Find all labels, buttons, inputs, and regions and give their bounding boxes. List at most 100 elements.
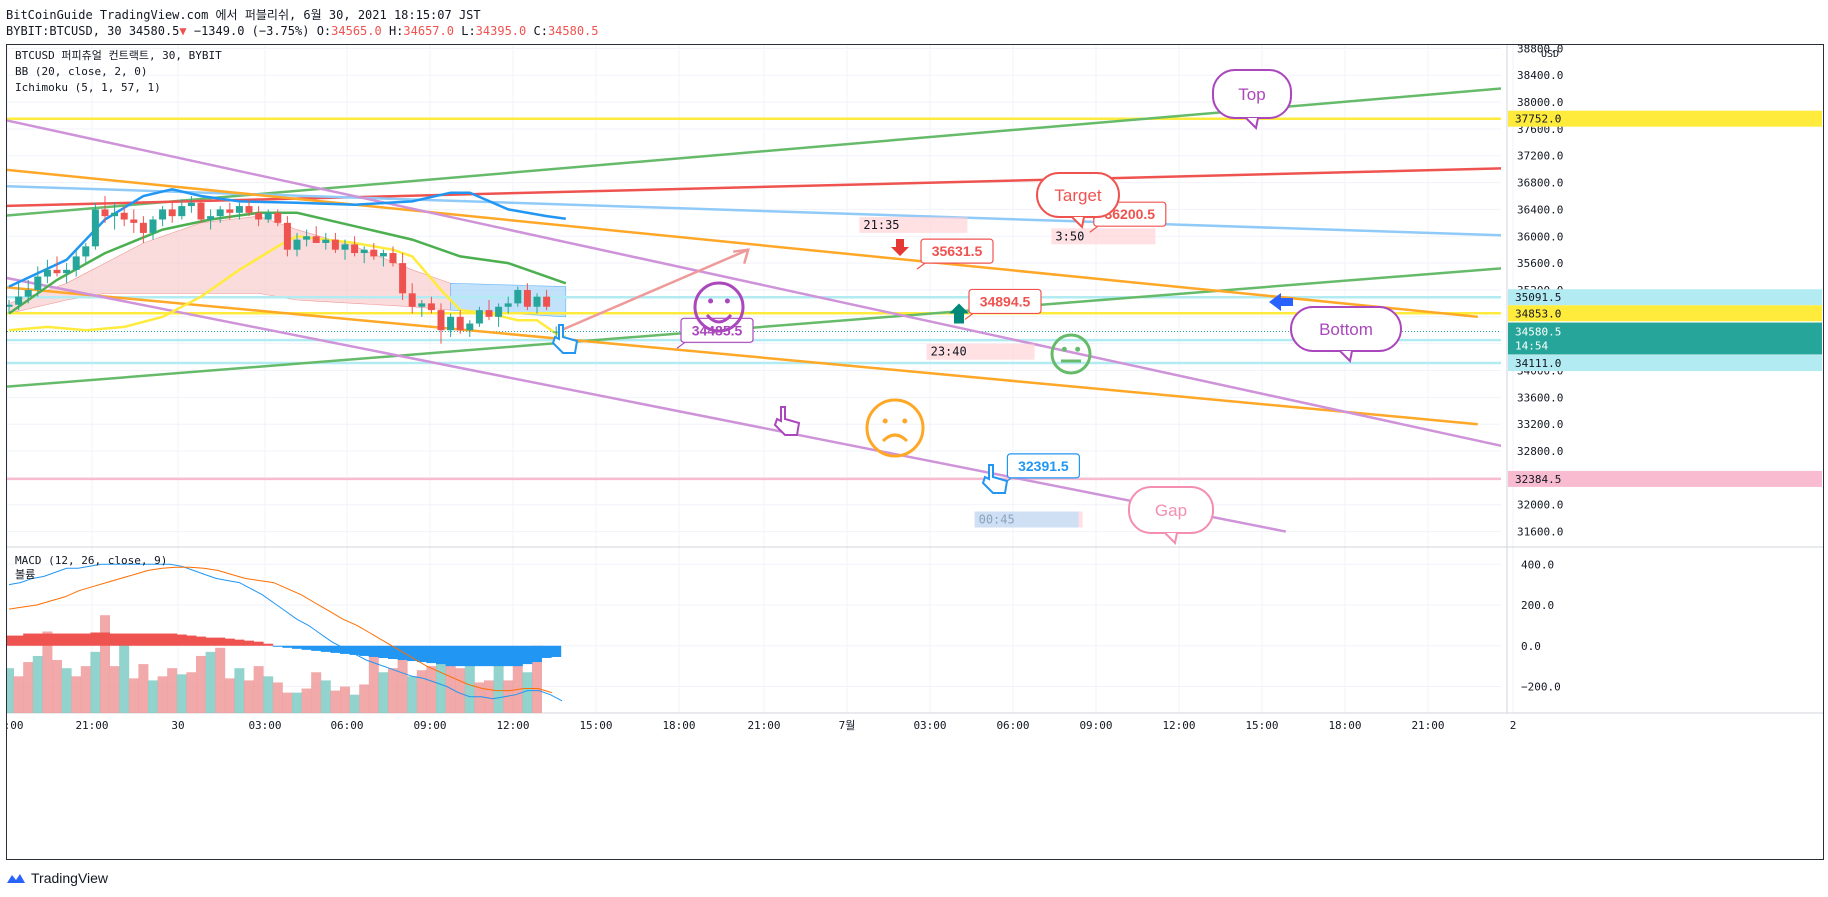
countdown-label: 14:54	[1515, 340, 1548, 353]
volume-bar	[205, 651, 216, 713]
chart-frame[interactable]: 21:353:5023:4000:4536200.535631.534894.5…	[6, 44, 1824, 860]
volume-bar	[90, 651, 101, 713]
tradingview-logo[interactable]: TradingView	[6, 870, 108, 886]
candle-body	[274, 212, 282, 223]
price-axis-label: 38800.0	[1517, 45, 1563, 55]
volume-bar	[397, 655, 408, 713]
volume-bar	[224, 678, 235, 713]
candle-body	[207, 216, 215, 220]
down-arrow-icon	[891, 239, 909, 257]
hand-shape	[551, 324, 579, 354]
price-level-tag	[1508, 110, 1822, 127]
face-mouth	[705, 313, 733, 324]
candle-body	[322, 239, 330, 243]
price-callout-label: 35631.5	[932, 243, 983, 259]
candle-body	[504, 303, 512, 307]
price-callout-pointer	[964, 312, 974, 320]
time-axis-label: 18:00	[7, 719, 24, 732]
trend-line	[7, 168, 1478, 319]
candle-body	[24, 289, 32, 297]
price-axis-unit: USD	[1541, 49, 1559, 60]
candle-body	[34, 276, 42, 290]
macd-histogram-bar	[100, 632, 110, 646]
candle-body	[43, 269, 51, 277]
macd-histogram-bar	[196, 636, 206, 646]
candle-body	[283, 222, 291, 250]
candle-body	[351, 244, 359, 254]
volume-bar	[311, 672, 322, 713]
trading-chart[interactable]: 21:353:5023:4000:4536200.535631.534894.5…	[7, 45, 1823, 859]
volume-bar	[320, 680, 331, 713]
time-axis-label: 12:00	[1162, 719, 1195, 732]
candle-body	[216, 209, 224, 217]
hand-shape	[773, 406, 801, 436]
happy-face-icon	[693, 281, 745, 333]
price-axis-label: 36000.0	[1517, 230, 1563, 243]
volume-bar	[368, 651, 379, 713]
macd-histogram-bar	[71, 633, 82, 646]
candle-body	[389, 253, 397, 264]
callout-bubble-tail	[1071, 216, 1085, 230]
trend-line	[7, 267, 1501, 388]
high-label: H:	[388, 24, 404, 38]
time-axis-label: 30	[171, 719, 184, 732]
candle-body	[255, 212, 263, 220]
price-axis-label: 38400.0	[1517, 69, 1563, 82]
volume-bar	[301, 688, 312, 713]
volume-bar	[340, 686, 350, 713]
macd-histogram-bar	[109, 633, 120, 646]
time-range-label: 21:35	[863, 218, 899, 232]
time-axis-label: 21:00	[75, 719, 108, 732]
macd-histogram-bar	[493, 645, 504, 667]
macd-histogram-bar	[455, 645, 466, 667]
time-axis-label: 03:00	[913, 719, 946, 732]
macd-histogram-bar	[551, 645, 562, 657]
volume-bar	[196, 655, 206, 713]
callout-bubble-tail	[1164, 532, 1178, 545]
candle-body	[15, 296, 23, 305]
hand-shape	[981, 464, 1009, 494]
volume-bar	[436, 662, 446, 713]
legend-symbol: BTCUSD 퍼피츄얼 컨트랙트, 30, BYBIT	[15, 48, 222, 62]
down-arrow-icon: ▼	[179, 24, 187, 38]
trend-line	[7, 184, 1501, 237]
volume-bar	[503, 680, 514, 713]
volume-bar	[186, 672, 197, 713]
low-label: L:	[461, 24, 476, 38]
macd-histogram-bar	[7, 635, 14, 646]
face-outline	[865, 398, 925, 458]
macd-histogram-bar	[282, 645, 293, 648]
macd-histogram-bar	[224, 638, 235, 646]
macd-histogram-bar	[234, 639, 245, 646]
price-change: −1349.0 (−3.75%)	[193, 24, 310, 38]
macd-histogram-bar	[32, 633, 43, 646]
macd-histogram-bar	[80, 633, 91, 646]
ichimoku-conversion-line	[8, 235, 567, 339]
time-range-label: 23:40	[931, 345, 967, 359]
volume-bar	[359, 684, 370, 713]
candle-body	[139, 222, 147, 233]
macd-histogram-bar	[311, 645, 322, 651]
legend-volume: 볼륨	[15, 568, 35, 581]
time-range-box-blue	[974, 511, 1079, 528]
close-label: C:	[533, 24, 548, 38]
macd-histogram-bar	[340, 645, 350, 654]
time-axis-label: 21:00	[747, 719, 780, 732]
time-range-box	[1051, 228, 1156, 245]
macd-histogram-bar	[186, 635, 197, 646]
dizzy-face-icon	[865, 398, 925, 458]
face-eye	[708, 298, 714, 304]
face-outline	[1050, 333, 1092, 375]
candle-body	[523, 289, 531, 307]
volume-bar	[32, 655, 43, 713]
indicator-lines	[8, 188, 567, 339]
volume-bar	[71, 676, 82, 713]
volume-bar	[23, 662, 34, 713]
macd-histogram-bar	[292, 645, 302, 649]
candle-body	[120, 212, 128, 220]
candle-body	[101, 209, 109, 217]
time-axis-label: 15:00	[579, 719, 612, 732]
macd-histogram-bar	[522, 645, 533, 665]
macd-axis-label: 0.0	[1521, 640, 1541, 653]
candle-body	[235, 206, 243, 213]
